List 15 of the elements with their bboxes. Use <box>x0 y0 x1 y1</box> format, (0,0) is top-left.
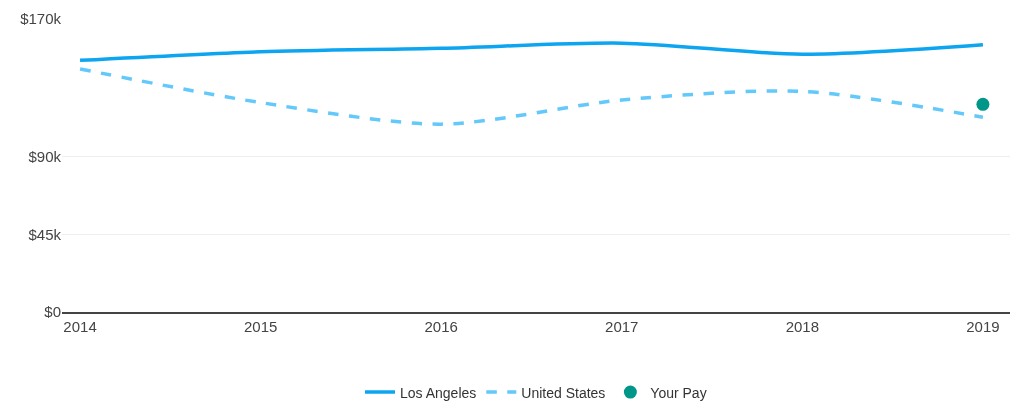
x-tick-label: 2019 <box>966 317 1000 335</box>
y-tick-label: $0 <box>44 303 61 321</box>
legend-label: Los Angeles <box>400 384 477 401</box>
line-series <box>78 67 985 126</box>
y-tick-label: $90k <box>28 148 62 166</box>
x-tick-label: 2014 <box>63 317 97 335</box>
y-tick-label: $45k <box>28 225 62 243</box>
legend-label: Your Pay <box>650 384 707 401</box>
x-tick-label: 2017 <box>605 317 639 335</box>
x-tick-label: 2015 <box>243 317 278 335</box>
line-series <box>78 41 985 63</box>
legend-label: United States <box>521 384 606 401</box>
x-tick-label: 2018 <box>785 317 820 335</box>
y-tick-label: $170k <box>20 10 62 28</box>
x-tick-label: 2016 <box>424 317 458 335</box>
